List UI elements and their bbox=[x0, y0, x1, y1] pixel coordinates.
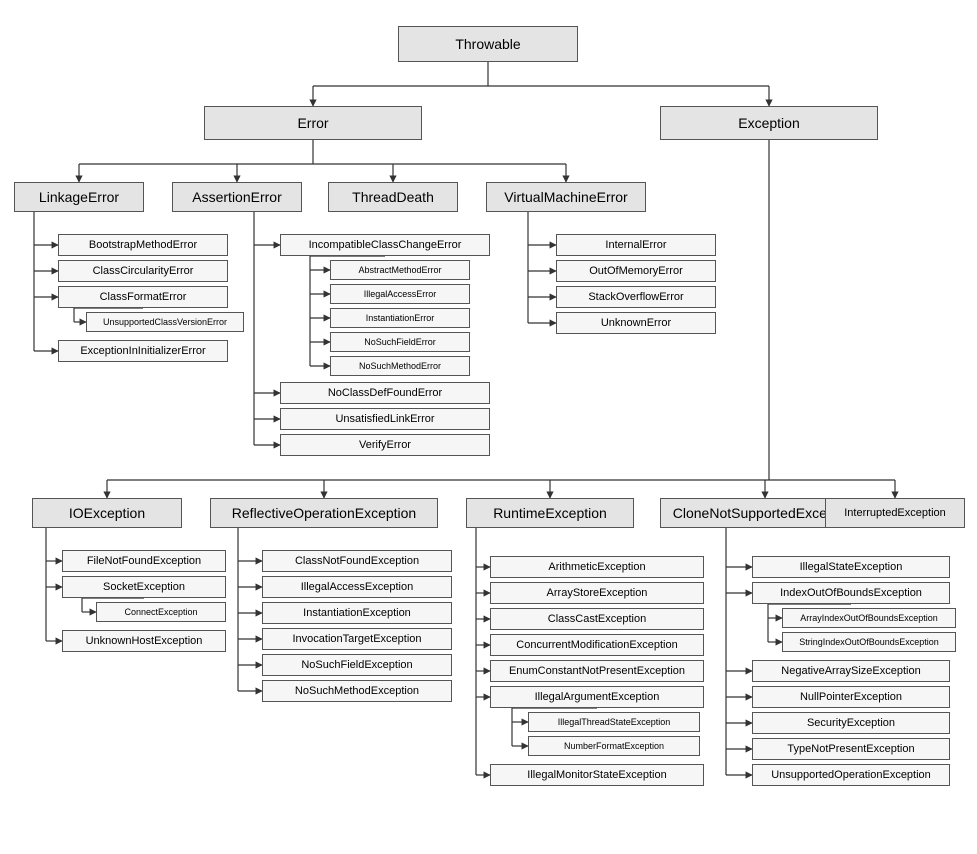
node-instex: InstantiationException bbox=[262, 602, 452, 624]
node-roe: ReflectiveOperationException bbox=[210, 498, 438, 528]
node-cfe: ClassFormatError bbox=[58, 286, 228, 308]
node-inte: InternalError bbox=[556, 234, 716, 256]
node-exception: Exception bbox=[660, 106, 878, 140]
node-eiie: ExceptionInInitializerError bbox=[58, 340, 228, 362]
node-ve: VerifyError bbox=[280, 434, 490, 456]
node-iargex: IllegalArgumentException bbox=[490, 686, 704, 708]
node-aioobe: ArrayIndexOutOfBoundsException bbox=[782, 608, 956, 628]
node-ame: AbstractMethodError bbox=[330, 260, 470, 280]
node-soe: StackOverflowError bbox=[556, 286, 716, 308]
node-thread: ThreadDeath bbox=[328, 182, 458, 212]
node-secex: SecurityException bbox=[752, 712, 950, 734]
node-icce: IncompatibleClassChangeError bbox=[280, 234, 490, 256]
node-cme: ConcurrentModificationException bbox=[490, 634, 704, 656]
node-itex: InvocationTargetException bbox=[262, 628, 452, 650]
node-uoe: UnsupportedOperationException bbox=[752, 764, 950, 786]
node-imse: IllegalMonitorStateException bbox=[490, 764, 704, 786]
node-cce: ClassCircularityError bbox=[58, 260, 228, 282]
node-inex: InterruptedException bbox=[825, 498, 965, 528]
node-sioobe: StringIndexOutOfBoundsException bbox=[782, 632, 956, 652]
node-tnpe: TypeNotPresentException bbox=[752, 738, 950, 760]
diagram-stage: Throwable Error Exception LinkageError Asser… bbox=[0, 0, 977, 854]
node-nsme: NoSuchMethodError bbox=[330, 356, 470, 376]
node-rte: RuntimeException bbox=[466, 498, 634, 528]
node-bme: BootstrapMethodError bbox=[58, 234, 228, 256]
node-itse: IllegalThreadStateException bbox=[528, 712, 700, 732]
node-iaex: IllegalAccessException bbox=[262, 576, 452, 598]
node-throwable: Throwable bbox=[398, 26, 578, 62]
node-vme: VirtualMachineError bbox=[486, 182, 646, 212]
node-sockex: SocketException bbox=[62, 576, 226, 598]
node-cnfe: ClassNotFoundException bbox=[262, 550, 452, 572]
node-iae: IllegalAccessError bbox=[330, 284, 470, 304]
node-ucve: UnsupportedClassVersionError bbox=[86, 312, 244, 332]
node-error: Error bbox=[204, 106, 422, 140]
node-ecnpe: EnumConstantNotPresentException bbox=[490, 660, 704, 682]
node-oome: OutOfMemoryError bbox=[556, 260, 716, 282]
node-ase: ArrayStoreException bbox=[490, 582, 704, 604]
node-ise: IllegalStateException bbox=[752, 556, 950, 578]
node-ue: UnknownError bbox=[556, 312, 716, 334]
node-ie: InstantiationError bbox=[330, 308, 470, 328]
node-ccex: ClassCastException bbox=[490, 608, 704, 630]
node-ioex: IOException bbox=[32, 498, 182, 528]
node-nfex: NumberFormatException bbox=[528, 736, 700, 756]
node-nsmex: NoSuchMethodException bbox=[262, 680, 452, 702]
node-linkage: LinkageError bbox=[14, 182, 144, 212]
node-assertion: AssertionError bbox=[172, 182, 302, 212]
node-uhe: UnknownHostException bbox=[62, 630, 226, 652]
node-nsfex: NoSuchFieldException bbox=[262, 654, 452, 676]
node-npe: NullPointerException bbox=[752, 686, 950, 708]
node-connex: ConnectException bbox=[96, 602, 226, 622]
node-arith: ArithmeticException bbox=[490, 556, 704, 578]
node-ioobe: IndexOutOfBoundsException bbox=[752, 582, 950, 604]
node-ncdfe: NoClassDefFoundError bbox=[280, 382, 490, 404]
node-fnfe: FileNotFoundException bbox=[62, 550, 226, 572]
node-nsfe: NoSuchFieldError bbox=[330, 332, 470, 352]
node-nase: NegativeArraySizeException bbox=[752, 660, 950, 682]
node-ule: UnsatisfiedLinkError bbox=[280, 408, 490, 430]
